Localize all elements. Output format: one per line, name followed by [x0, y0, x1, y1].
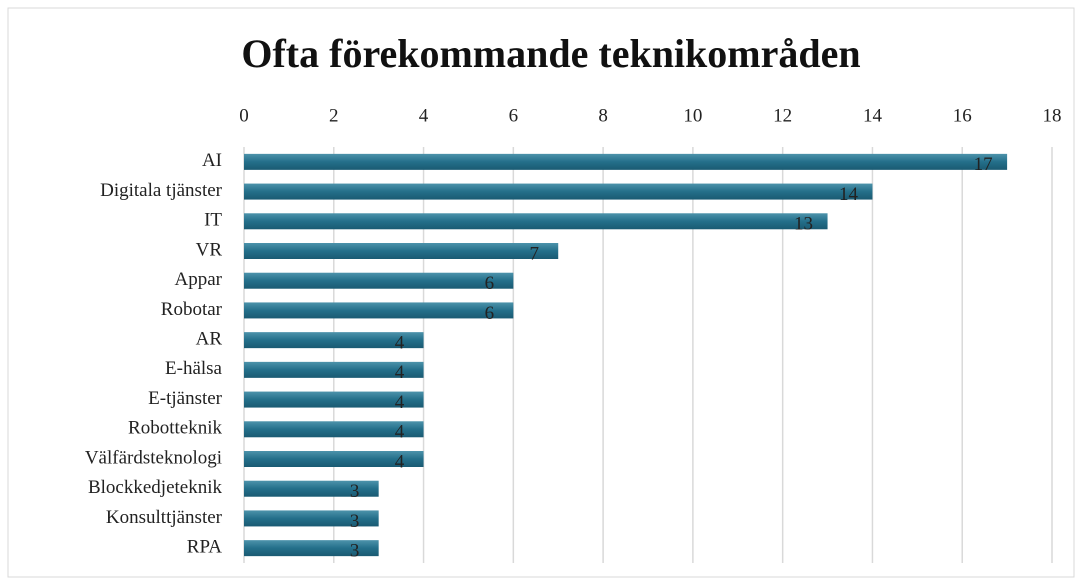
data-label: 4 [395, 362, 405, 383]
bar [244, 302, 514, 319]
x-tick-label: 12 [773, 105, 792, 126]
bar [244, 451, 424, 467]
bar [244, 480, 379, 497]
y-tick-label: RPA [187, 537, 222, 558]
data-label: 3 [350, 511, 360, 532]
chart-title: Ofta förekommande teknikområden [241, 31, 860, 76]
data-label: 17 [974, 154, 993, 175]
y-tick-label: Digitala tjänster [100, 180, 223, 201]
data-label: 4 [395, 333, 405, 354]
bar [244, 213, 828, 230]
x-tick-label: 8 [598, 105, 608, 126]
data-label: 6 [485, 273, 495, 294]
y-tick-label: Robotteknik [128, 418, 222, 439]
data-label: 4 [395, 392, 405, 413]
y-tick-label: VR [196, 239, 223, 260]
x-tick-label: 14 [863, 105, 883, 126]
y-tick-label: E-hälsa [165, 358, 223, 379]
x-tick-label: 0 [239, 105, 249, 126]
y-tick-label: AR [196, 329, 223, 350]
chart-border [7, 7, 1075, 578]
data-label: 14 [839, 184, 859, 205]
data-label: 13 [794, 214, 813, 235]
bar [244, 361, 424, 378]
x-tick-label: 10 [683, 105, 702, 126]
bar [244, 391, 424, 408]
data-label: 7 [529, 243, 539, 264]
bar [244, 421, 424, 438]
y-tick-label: Robotar [161, 299, 223, 320]
bar [244, 540, 379, 557]
y-tick-label: Blockkedjeteknik [88, 477, 223, 498]
data-label: 3 [350, 541, 360, 562]
bar [244, 510, 379, 527]
data-label: 4 [395, 422, 405, 443]
y-tick-label: Välfärdsteknologi [85, 447, 222, 468]
data-label: 3 [350, 481, 360, 502]
bar [244, 332, 424, 349]
y-tick-label: Konsulttjänster [106, 507, 223, 528]
x-tick-label: 16 [953, 105, 972, 126]
bar [244, 243, 559, 259]
y-tick-label: AI [202, 150, 222, 171]
x-tick-label: 2 [329, 105, 339, 126]
y-tick-label: E-tjänster [148, 388, 223, 409]
data-label: 4 [395, 451, 405, 472]
bar [244, 272, 514, 289]
x-tick-label: 6 [509, 105, 519, 126]
y-tick-label: IT [204, 210, 222, 231]
bar [244, 183, 873, 200]
data-label: 6 [485, 303, 495, 324]
x-tick-label: 4 [419, 105, 429, 126]
y-tick-label: Appar [175, 269, 223, 290]
x-tick-label: 18 [1043, 105, 1062, 126]
bar [244, 153, 1008, 170]
